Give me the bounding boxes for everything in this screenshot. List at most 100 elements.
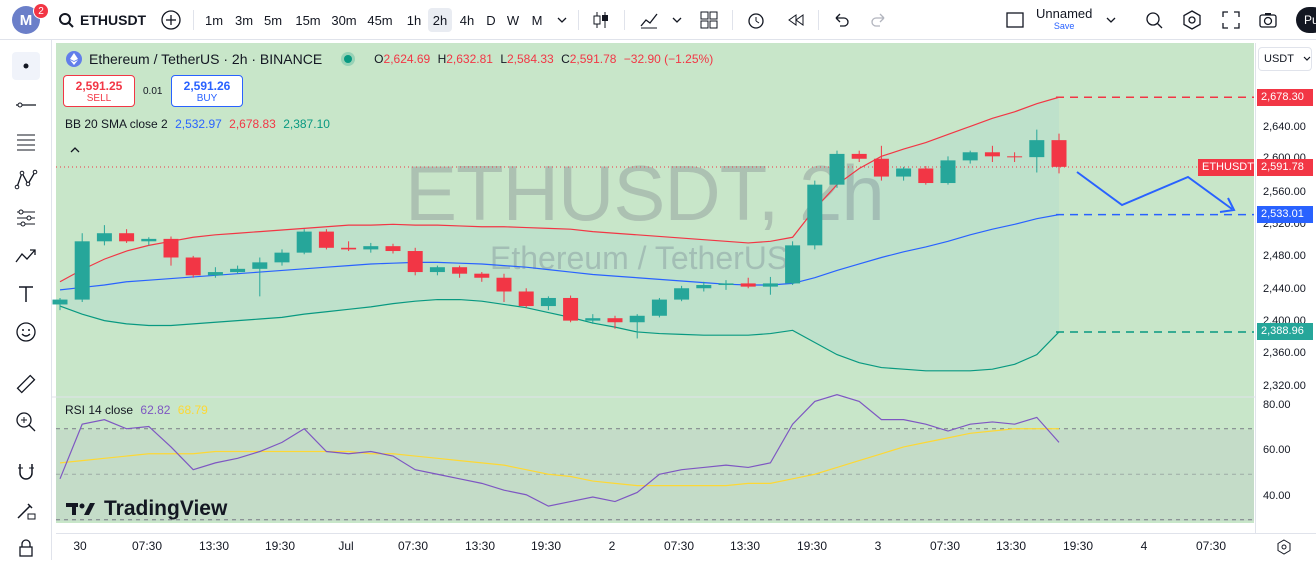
pattern-tool[interactable]: [12, 166, 40, 194]
magnet-tool[interactable]: [12, 458, 40, 486]
interval-W[interactable]: W: [506, 12, 520, 28]
lock-icon: [19, 539, 33, 557]
interval-D[interactable]: D: [486, 12, 496, 28]
rsi-ma-value: 68.79: [177, 403, 208, 417]
quick-search-icon[interactable]: [1143, 9, 1165, 31]
candle-body: [1051, 140, 1067, 167]
camera-icon[interactable]: [1257, 9, 1279, 31]
layout-name-text: Unnamed: [1036, 6, 1093, 21]
sell-price: 2,591.25: [75, 79, 123, 93]
settings-gear-icon[interactable]: [1181, 9, 1203, 31]
measure-tool[interactable]: [12, 370, 40, 398]
compare-plus-icon[interactable]: [160, 9, 182, 31]
bb-lower-line: [59, 298, 1060, 372]
smiley-icon: [16, 322, 36, 342]
chevron-down-icon[interactable]: [1104, 9, 1118, 31]
spread-value: 0.01: [143, 86, 163, 97]
publish-button[interactable]: Pu: [1296, 7, 1316, 33]
symbol-price-tag: ETHUSDT: [1198, 159, 1254, 176]
buy-label: BUY: [196, 93, 218, 104]
cursor-tool[interactable]: [12, 52, 40, 80]
close-value: 2,591.78: [569, 52, 617, 66]
interval-1m[interactable]: 1m: [204, 12, 224, 28]
indicators-icon[interactable]: [638, 9, 660, 31]
time-tick-label: 2: [608, 539, 616, 553]
icons-tool[interactable]: [12, 318, 40, 346]
trend-line-tool[interactable]: [12, 90, 40, 118]
hide-drawings-tool[interactable]: [12, 534, 40, 562]
brush-tool[interactable]: [12, 242, 40, 270]
collapse-legend-icon[interactable]: [68, 144, 82, 156]
buy-button[interactable]: 2,591.26 BUY: [171, 75, 243, 107]
chevron-down-icon[interactable]: [555, 9, 569, 31]
candle-body: [518, 291, 534, 307]
candle-body: [452, 267, 468, 274]
price-tick-label: 2,360.00: [1263, 347, 1306, 359]
fib-tool[interactable]: [12, 128, 40, 156]
redo-icon[interactable]: [868, 9, 890, 31]
time-tick-label: 13:30: [729, 539, 761, 553]
interval-5m[interactable]: 5m: [263, 12, 283, 28]
lock-drawings-tool[interactable]: [12, 496, 40, 524]
candle-body: [429, 267, 445, 273]
price-tag-price: 2,591.78: [1257, 159, 1313, 176]
candle-body: [651, 299, 667, 316]
fullscreen-icon[interactable]: [1220, 9, 1242, 31]
interval-4h[interactable]: 4h: [459, 12, 475, 28]
alert-icon[interactable]: [745, 9, 767, 31]
price-scale[interactable]: [1255, 43, 1316, 533]
time-tick-label: 19:30: [1062, 539, 1094, 553]
currency-unit-select[interactable]: USDT: [1258, 47, 1312, 71]
candle-body: [696, 285, 712, 289]
zoom-tool[interactable]: [12, 408, 40, 436]
forecast-arrowhead: [1219, 197, 1236, 213]
interval-30m[interactable]: 30m: [331, 12, 357, 28]
interval-M[interactable]: M: [531, 12, 543, 28]
candle-body: [318, 231, 334, 248]
interval-1h[interactable]: 1h: [406, 12, 422, 28]
layout-save-link[interactable]: Save: [1053, 21, 1075, 31]
arrow-path-icon: [15, 249, 36, 263]
tv-logo-icon: [66, 503, 95, 515]
series-legend: Ethereum / TetherUS · 2h · BINANCE O2,62…: [65, 50, 713, 68]
replay-icon[interactable]: [785, 9, 807, 31]
undo-icon[interactable]: [830, 9, 852, 31]
layout-select-icon[interactable]: [1004, 9, 1026, 31]
price-tag-upper: 2,678.30: [1257, 89, 1313, 106]
layout-name[interactable]: Unnamed Save: [1036, 6, 1092, 31]
time-tick-label: 07:30: [929, 539, 961, 553]
candle-body: [674, 288, 690, 300]
candle-body: [52, 299, 68, 305]
candle-body: [785, 245, 801, 284]
interval-2h[interactable]: 2h: [428, 8, 452, 32]
time-tick-label: 07:30: [1195, 539, 1227, 553]
text-tool[interactable]: [12, 280, 40, 308]
forecast-tool[interactable]: [12, 204, 40, 232]
rsi-tick-label: 80.00: [1263, 399, 1291, 411]
chevron-down-icon: [1303, 56, 1311, 61]
bb-indicator-legend[interactable]: BB 20 SMA close 2 2,532.97 2,678.83 2,38…: [65, 117, 330, 131]
zoom-in-icon: [16, 412, 36, 432]
candles-chart-type-icon[interactable]: [590, 9, 612, 31]
sell-button[interactable]: 2,591.25 SELL: [63, 75, 135, 107]
tradingview-logo[interactable]: TradingView: [66, 497, 227, 521]
time-scale[interactable]: [56, 533, 1316, 560]
chevron-down-icon[interactable]: [670, 9, 684, 31]
chart-settings-icon[interactable]: [1276, 539, 1292, 555]
templates-grid-icon[interactable]: [698, 9, 720, 31]
interval-15m[interactable]: 15m: [295, 12, 321, 28]
price-tick-label: 2,320.00: [1263, 380, 1306, 392]
candle-body: [762, 283, 778, 287]
rsi-indicator-legend[interactable]: RSI 14 close 62.82 68.79: [65, 403, 208, 417]
interval-45m[interactable]: 45m: [367, 12, 393, 28]
candle-body: [918, 168, 934, 184]
rsi-band-fill: [56, 430, 1254, 521]
candle-body: [385, 246, 401, 252]
candle-body: [629, 315, 645, 323]
candle-body: [940, 160, 956, 184]
symbol-search-button[interactable]: ETHUSDT: [58, 8, 146, 32]
buy-price: 2,591.26: [183, 79, 231, 93]
candle-body: [718, 283, 734, 286]
interval-3m[interactable]: 3m: [234, 12, 254, 28]
